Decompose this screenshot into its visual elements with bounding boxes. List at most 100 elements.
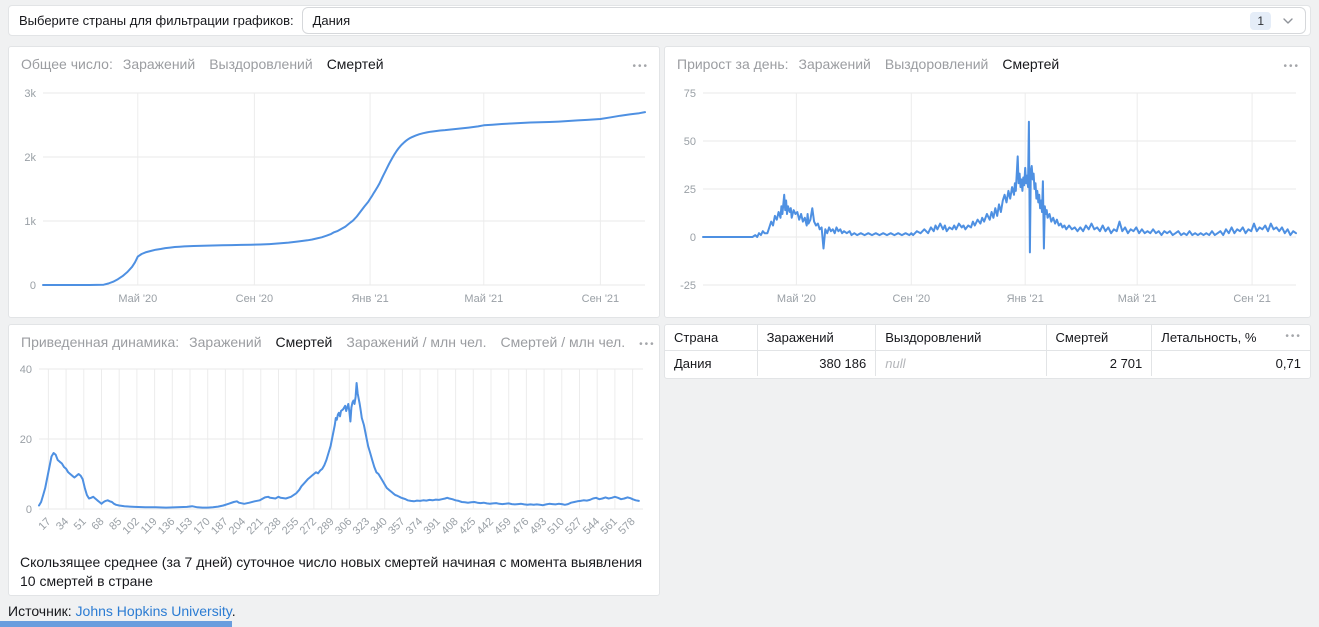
svg-text:119: 119 (139, 516, 160, 537)
country-filter-bar: Выберите страны для фильтрации графиков:… (8, 5, 1311, 36)
source-link[interactable]: Johns Hopkins University (75, 603, 232, 619)
table-cell: 0,71 (1151, 351, 1310, 376)
ellipsis-icon: ••• (639, 339, 656, 350)
bottom-cutoff-bar (0, 621, 232, 627)
chart-tab[interactable]: Выздоровлений (884, 56, 989, 72)
svg-text:75: 75 (684, 88, 696, 100)
card-menu-button[interactable]: ••• (1283, 60, 1300, 74)
chart-header: Приведенная динамика: Заражений Смертей За… (21, 334, 654, 352)
selection-count-badge: 1 (1250, 11, 1271, 30)
svg-text:255: 255 (280, 516, 301, 537)
chevron-down-icon[interactable] (1281, 14, 1295, 28)
svg-text:493: 493 (528, 516, 549, 537)
svg-text:442: 442 (475, 516, 496, 537)
svg-text:0: 0 (30, 280, 36, 292)
svg-text:391: 391 (422, 516, 443, 537)
svg-text:34: 34 (54, 516, 71, 533)
chart-tab[interactable]: Заражений (798, 56, 871, 72)
svg-text:50: 50 (684, 136, 696, 148)
svg-text:425: 425 (457, 516, 478, 537)
filter-label: Выберите страны для фильтрации графиков: (19, 13, 294, 28)
svg-text:340: 340 (368, 516, 389, 537)
chart-tab[interactable]: Смертей (275, 334, 333, 350)
chart-tab[interactable]: Заражений / млн чел. (346, 334, 487, 350)
svg-text:3k: 3k (24, 88, 36, 100)
svg-text:68: 68 (89, 516, 106, 533)
svg-text:289: 289 (315, 516, 336, 537)
svg-text:2k: 2k (24, 152, 36, 164)
chart-footnote: Скользящее среднее (за 7 дней) суточное … (20, 554, 643, 589)
source-suffix: . (231, 603, 236, 619)
svg-text:306: 306 (333, 516, 354, 537)
svg-text:221: 221 (244, 516, 265, 537)
table-row: Дания 380 186 null 2 701 0,71 (665, 351, 1310, 376)
svg-text:Сен '21: Сен '21 (582, 293, 620, 305)
country-select[interactable]: Дания 1 (301, 7, 1306, 34)
card-total-chart: Общее число: Заражений Выздоровлений Смерт… (8, 46, 660, 318)
svg-text:459: 459 (492, 516, 513, 537)
table-header-row: Страна Заражений Выздоровлений Смертей Летал… (665, 325, 1310, 351)
svg-text:272: 272 (298, 516, 319, 537)
chart-tabs: Заражений Выздоровлений Смертей (123, 56, 384, 72)
chart-tabs: Заражений Выздоровлений Смертей (799, 56, 1060, 72)
source-line: Источник: Johns Hopkins University. (8, 603, 236, 619)
svg-text:0: 0 (26, 504, 32, 516)
column-header: Выздоровлений (875, 325, 1046, 351)
svg-text:51: 51 (72, 516, 89, 533)
svg-text:25: 25 (684, 184, 696, 196)
svg-text:561: 561 (599, 516, 620, 537)
svg-text:170: 170 (191, 516, 212, 537)
column-header: Летальность, % ••• (1151, 325, 1310, 351)
table-cell: 2 701 (1045, 351, 1152, 376)
svg-text:136: 136 (156, 516, 177, 537)
chart-title-prefix: Общее число: (21, 56, 113, 72)
chart-title-prefix: Приведенная динамика: (21, 334, 180, 350)
card-daily-chart: Прирост за день: Заражений Выздоровлений С… (664, 46, 1311, 318)
svg-text:408: 408 (439, 516, 460, 537)
chart-tab[interactable]: Смертей (1002, 56, 1060, 72)
chart-header: Общее число: Заражений Выздоровлений Смерт… (21, 56, 649, 74)
svg-text:187: 187 (209, 516, 230, 537)
selected-country-value: Дания (312, 13, 351, 28)
svg-text:40: 40 (20, 364, 32, 376)
table-menu-button[interactable]: ••• (1285, 331, 1302, 342)
ellipsis-icon: ••• (632, 61, 649, 72)
svg-text:357: 357 (386, 516, 407, 537)
column-header: Смертей (1045, 325, 1152, 351)
chart-header: Прирост за день: Заражений Выздоровлений С… (677, 56, 1300, 74)
chart-tab[interactable]: Смертей (326, 56, 384, 72)
ellipsis-icon: ••• (1283, 61, 1300, 72)
chart-tab[interactable]: Смертей / млн чел. (500, 334, 626, 350)
column-header: Заражений (756, 325, 876, 351)
svg-text:476: 476 (510, 516, 531, 537)
card-menu-button[interactable]: ••• (632, 60, 649, 74)
svg-text:-25: -25 (680, 280, 696, 292)
svg-text:20: 20 (20, 434, 32, 446)
table-cell: null (875, 351, 1045, 376)
table-cell: 380 186 (756, 351, 876, 376)
daily-line-chart[interactable]: -25 0 25 50 75 Май '20 Сен '20 Янв '21 Май '21 Се… (669, 81, 1306, 313)
svg-text:Май '21: Май '21 (1118, 293, 1157, 305)
chart-tab[interactable]: Заражений (189, 334, 262, 350)
svg-text:Янв '21: Янв '21 (1007, 293, 1044, 305)
svg-text:544: 544 (581, 516, 602, 537)
svg-text:238: 238 (262, 516, 283, 537)
svg-text:17: 17 (36, 516, 53, 533)
svg-text:Май '20: Май '20 (118, 293, 157, 305)
column-header: Страна (665, 325, 757, 351)
svg-text:510: 510 (545, 516, 566, 537)
chart-tab[interactable]: Выздоровлений (209, 56, 313, 72)
total-line-chart[interactable]: 0 1k 2k 3k Май '20 Сен '20 Янв '21 Май '21 Сен '… (13, 81, 655, 313)
chart-tabs: Заражений Смертей Заражений / млн чел. Смер… (189, 334, 625, 350)
table-cell: Дания (674, 356, 712, 371)
source-label: Источник: (8, 603, 72, 619)
svg-text:527: 527 (563, 516, 584, 537)
svg-text:1k: 1k (24, 216, 36, 228)
summary-table-card: Страна Заражений Выздоровлений Смертей Летал… (664, 324, 1311, 379)
chart-tab[interactable]: Заражений (122, 56, 196, 72)
card-menu-button[interactable]: ••• (639, 338, 656, 352)
svg-text:Сен '21: Сен '21 (1233, 293, 1271, 305)
svg-text:323: 323 (351, 516, 372, 537)
svg-text:Сен '20: Сен '20 (236, 293, 274, 305)
